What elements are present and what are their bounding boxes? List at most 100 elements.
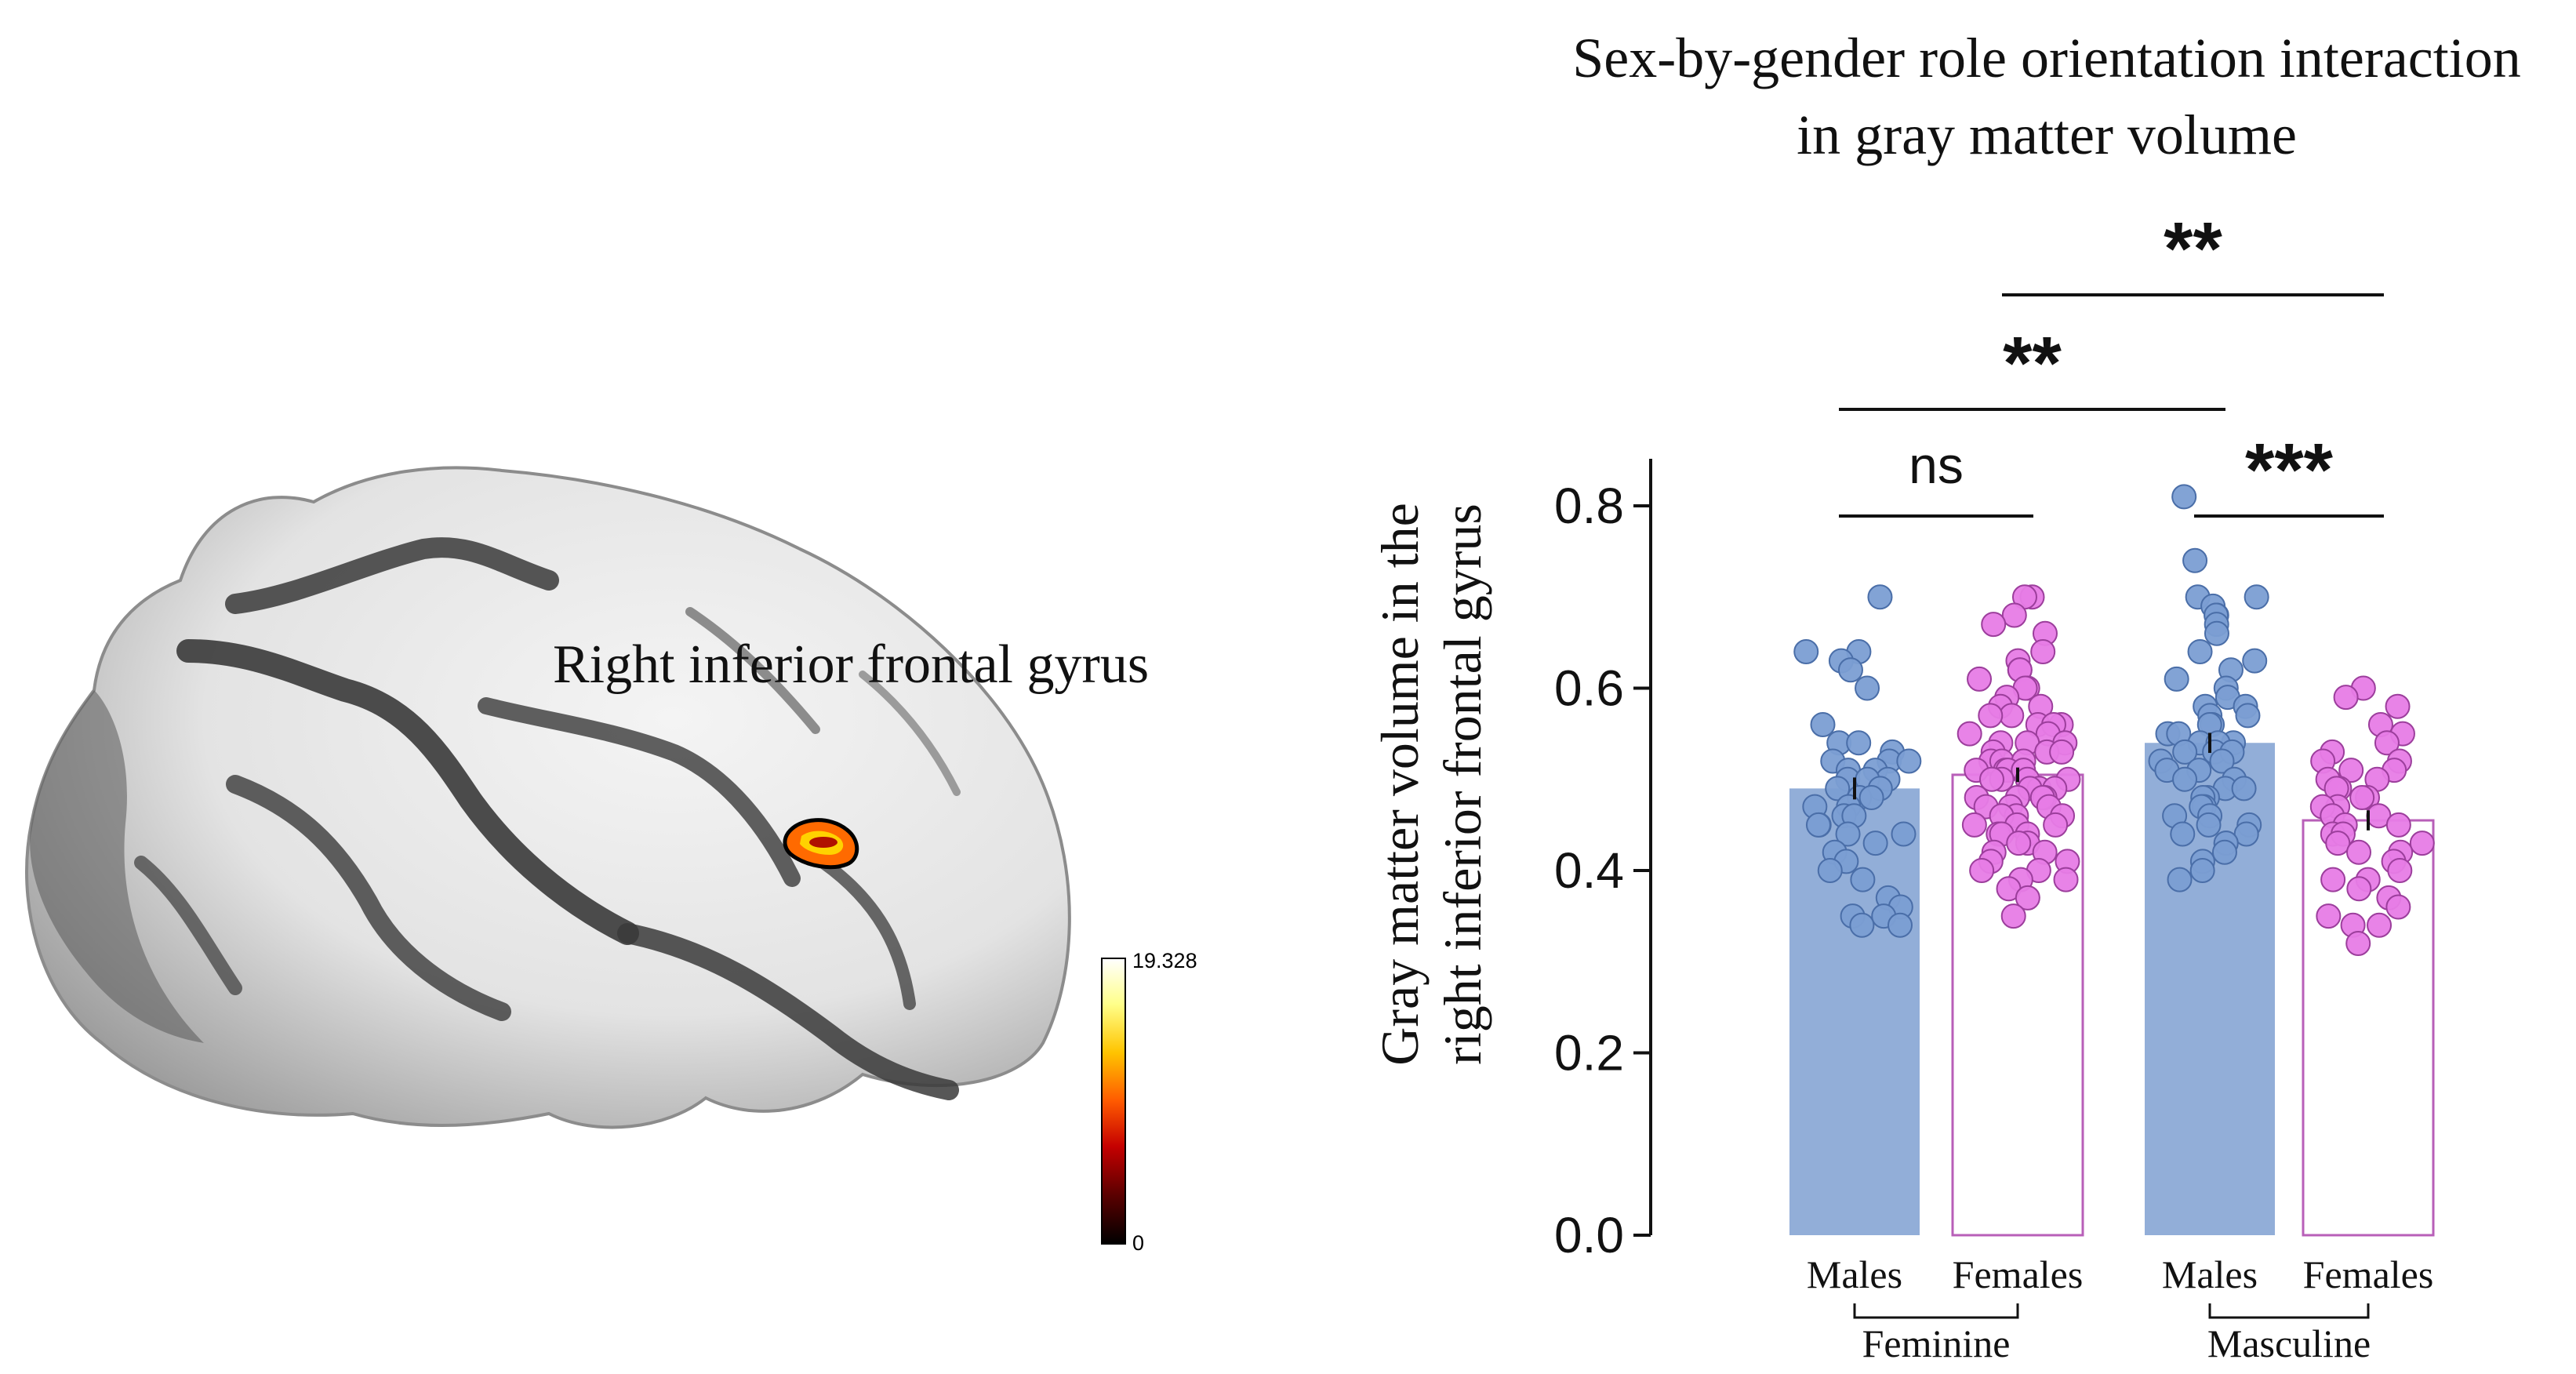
colorbar-gradient [1101,958,1126,1245]
y-tick-label: 0.0 [1554,1207,1624,1263]
data-point [1967,666,1993,692]
colorbar-min-label: 0 [1132,1231,1144,1255]
region-label: Right inferior frontal gyrus [553,634,1149,695]
x-tick-label: Females [2303,1252,2434,1296]
data-point [2015,885,2040,911]
data-point [2325,831,2351,856]
data-point [2006,831,2032,856]
data-point [2043,812,2069,838]
data-point [1862,831,1888,856]
data-point [2182,547,2208,573]
colorbar: 19.328 0 [1101,949,1197,1255]
group-labels: Feminine Masculine [1853,1303,2371,1365]
colorbar-max-label: 19.328 [1132,949,1197,972]
x-tick-label: Males [1807,1252,1902,1296]
data-point [2345,931,2371,956]
significance-label: *** [2245,428,2334,512]
data-point [2346,839,2372,865]
data-point [1835,821,1861,847]
data-point [2189,858,2215,883]
data-point [2367,912,2393,938]
data-point [1846,730,1872,756]
brain-occipital-shade [30,690,204,1043]
significance-label: ** [2164,207,2222,291]
data-point [2385,693,2411,719]
data-point [2172,739,2198,765]
data-point [2171,484,2197,510]
chart-panel: Sex-by-gender role orientation interacti… [1370,27,2521,1365]
data-point [2316,903,2342,929]
significance-label: ns [1909,436,1964,494]
group-bracket [2208,1303,2370,1319]
y-axis-label-line1: Gray matter volume in the [1370,503,1430,1066]
y-tick-label: 0.2 [1554,1025,1624,1081]
data-point [2244,584,2269,610]
data-point [2242,648,2268,674]
brain-surface [25,466,1071,1129]
significance-annotations: ns ******* [1839,207,2384,518]
data-point [1978,766,2004,792]
error-bars [1853,732,2370,831]
data-point [1867,584,1893,610]
data-point [2349,785,2375,810]
data-point [1793,639,1819,664]
data-point [1849,912,1875,938]
data-point [2164,666,2189,692]
data-point [1999,703,2025,729]
data-point [2338,758,2364,783]
x-tick-label: Females [1953,1252,2084,1296]
data-point [1805,812,1831,838]
data-point [1817,858,1843,883]
x-tick-label: Males [2162,1252,2258,1296]
data-point [2172,766,2198,792]
data-point [2001,602,2027,628]
data-point [1891,821,1917,847]
data-point [2374,730,2400,756]
data-point [2235,703,2261,729]
data-point [2320,867,2346,892]
data-point [2231,776,2257,802]
x-axis-labels: Males Females Males Females [1807,1252,2433,1296]
data-point [1837,657,1863,683]
y-tick-label: 0.6 [1554,660,1624,717]
data-point [2385,812,2411,838]
data-point [2211,839,2237,865]
data-point [2170,821,2196,847]
data-point [1961,812,1987,838]
data-point [2049,739,2075,765]
data-point [1978,703,2004,729]
data-point [1957,721,1982,747]
activation-cluster [783,818,859,870]
group-label: Feminine [1862,1321,2011,1365]
data-point [1825,776,1851,802]
significance-label: ** [2003,322,2062,405]
data-point [2196,812,2222,838]
data-point [2000,903,2026,929]
data-point [1855,675,1880,701]
y-axis-label-line2: right inferior frontal gyrus [1433,503,1492,1065]
y-tick-label: 0.4 [1554,842,1624,899]
chart-title-line2: in gray matter volume [1797,104,2297,166]
brain-panel: Right inferior frontal gyrus 19.328 0 [25,466,1197,1255]
data-point [2209,748,2235,774]
data-point [2333,685,2359,711]
data-point [2167,867,2193,892]
chart-title-line1: Sex-by-gender role orientation interacti… [1572,27,2521,89]
data-point [1981,612,2007,638]
group-label: Masculine [2207,1321,2371,1365]
brain-sulci [134,537,961,1100]
data-point [2053,867,2079,892]
y-tick-label: 0.8 [1554,478,1624,534]
data-point [2204,620,2229,646]
group-bracket [1853,1303,2019,1319]
data-point [1858,785,1884,810]
data-point [1896,748,1922,774]
data-point [2387,858,2413,883]
data-point [2346,876,2372,902]
data-point [2409,831,2435,856]
data-point [1850,867,1876,892]
data-point [1810,712,1836,737]
data-point [2187,639,2213,664]
y-axis: 0.0 0.2 0.4 0.6 0.8 [1554,459,1652,1263]
